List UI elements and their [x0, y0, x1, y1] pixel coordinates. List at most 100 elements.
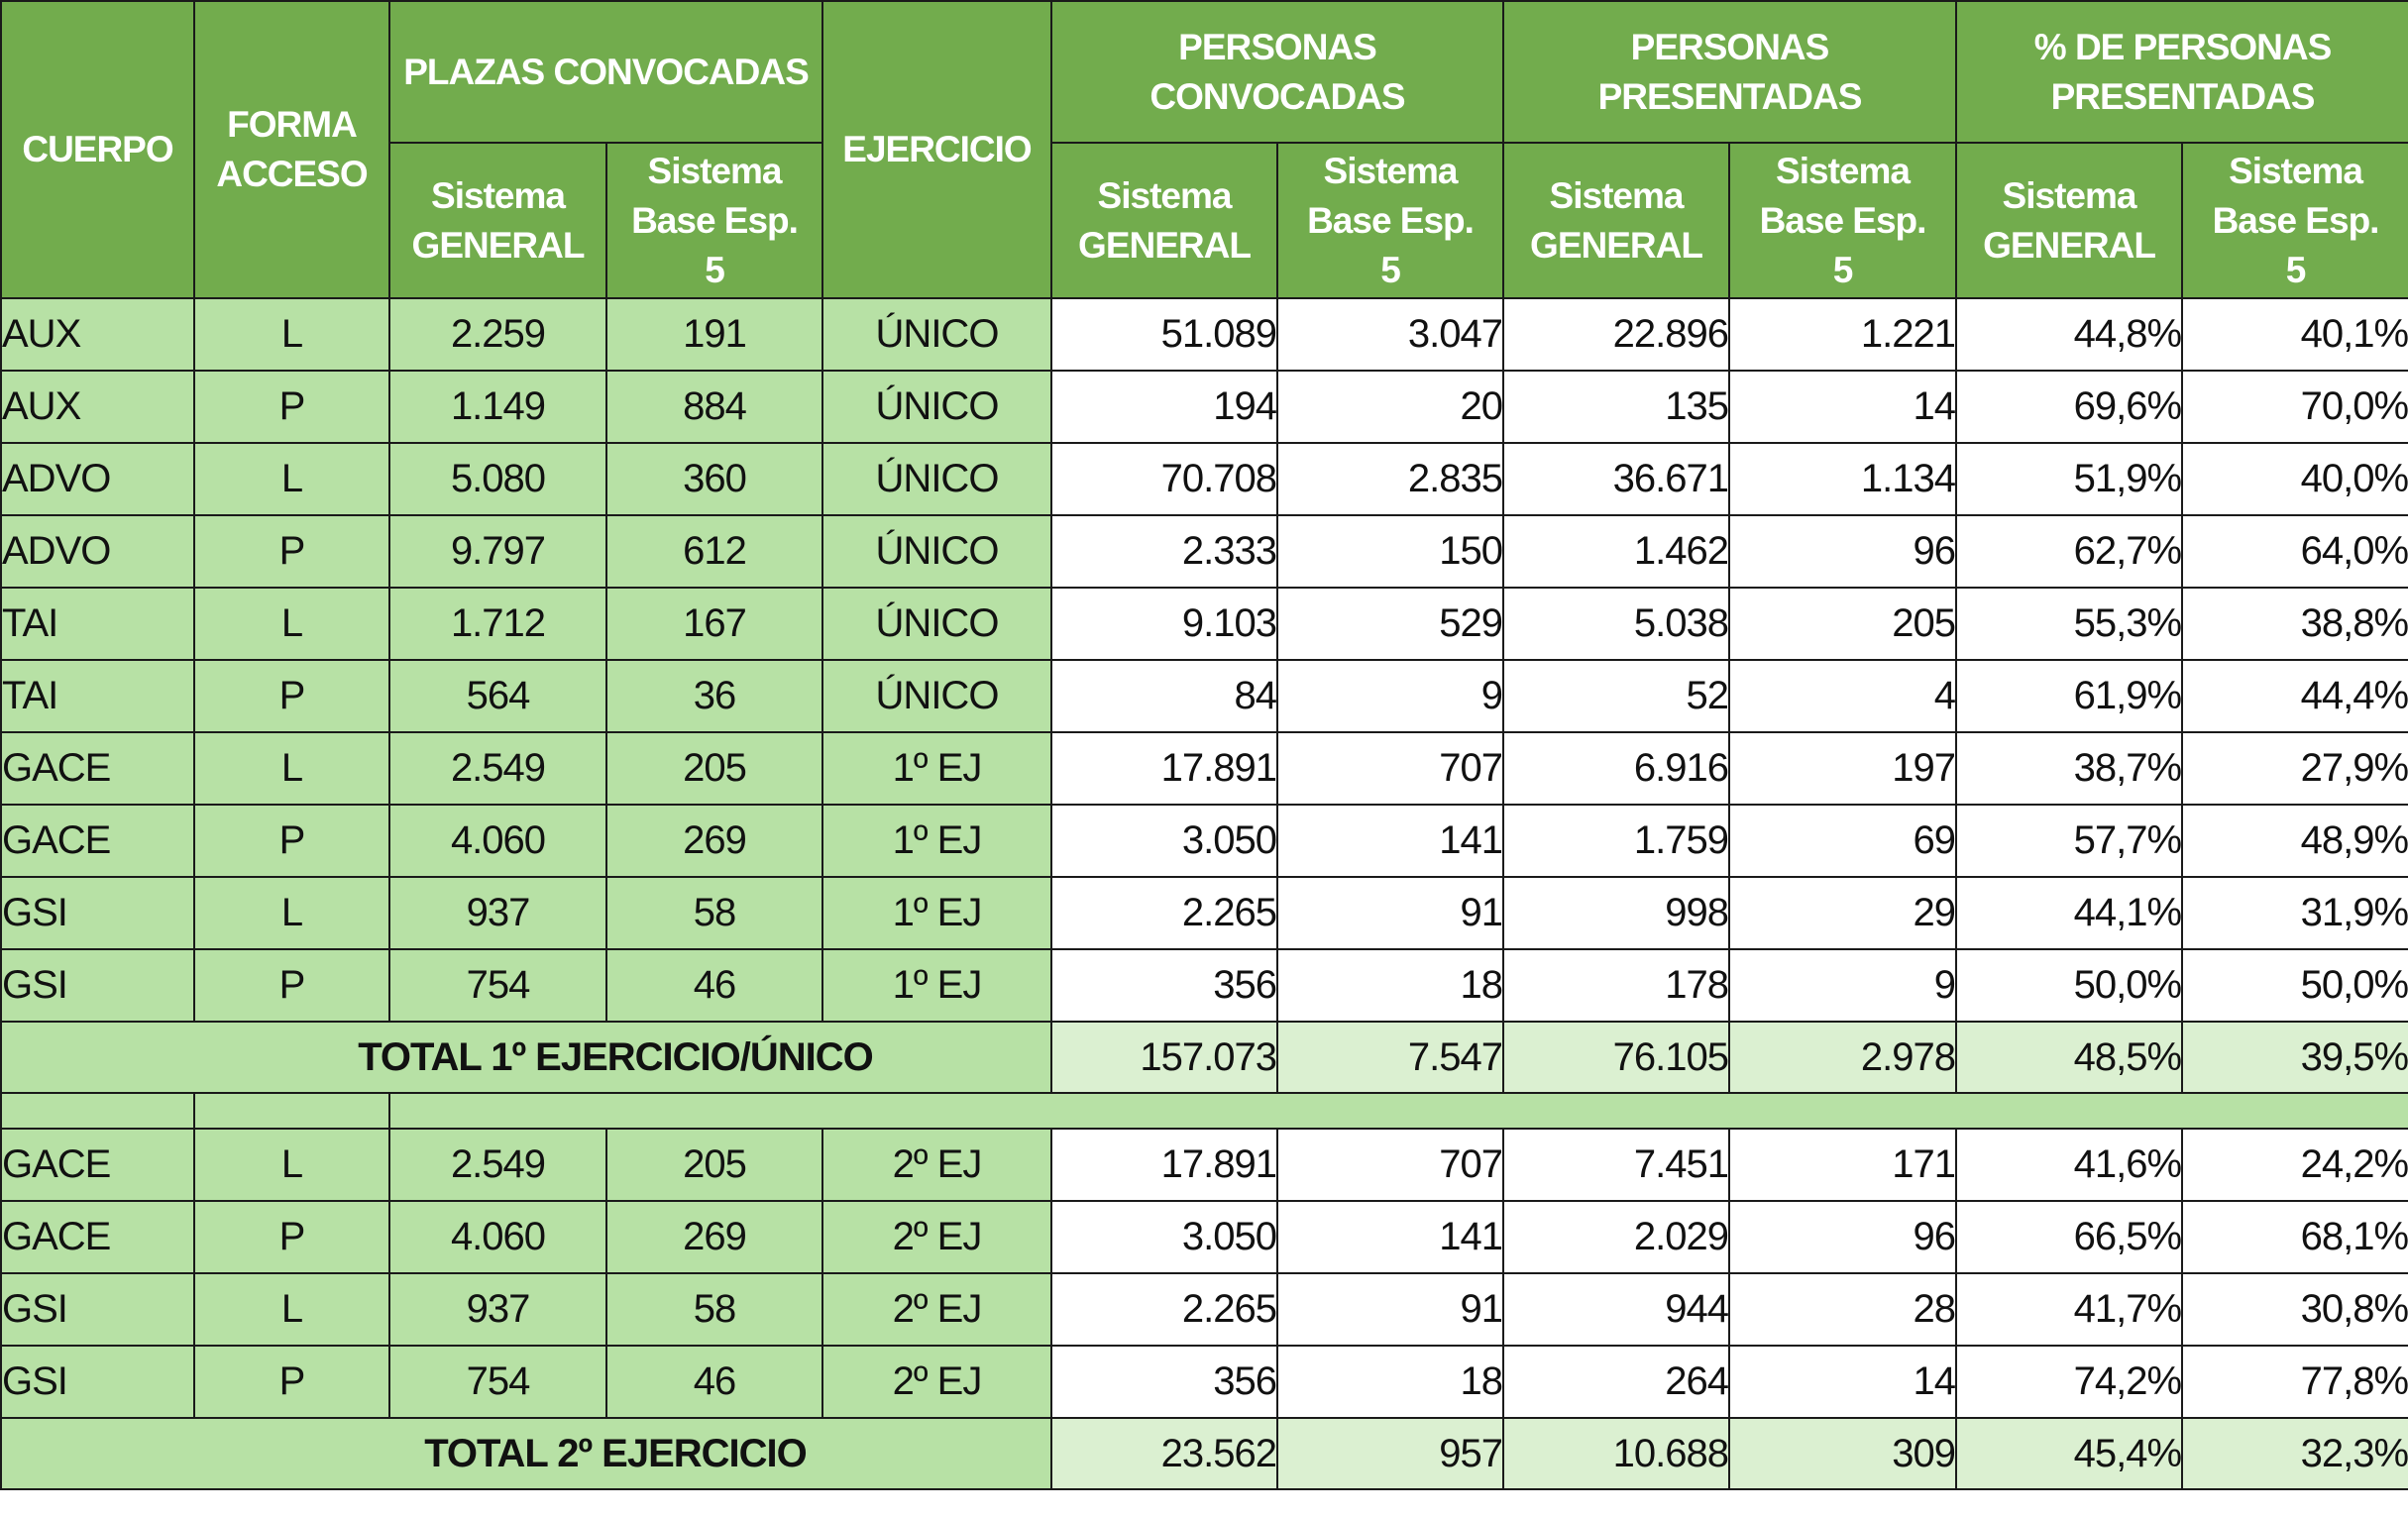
table-row: GACE P 4.060 269 1º EJ 3.050 141 1.759 69 57,7% 48…: [0, 804, 2408, 878]
header-forma-line1: FORMA: [227, 104, 358, 145]
sub-line: Base Esp.: [1307, 199, 1475, 241]
total-pp-base: 309: [1727, 1417, 1958, 1490]
total-row-1: TOTAL 1º EJERCICIO/ÚNICO 157.073 7.547 7…: [0, 1021, 2408, 1094]
cell-pp-base: 171: [1727, 1128, 1958, 1202]
cell-forma-acceso: P: [193, 948, 390, 1023]
sub-line: 5: [705, 249, 725, 290]
cell-ejercicio: ÚNICO: [821, 442, 1052, 516]
cell-pp-general: 944: [1502, 1272, 1730, 1347]
cell-ejercicio: ÚNICO: [821, 514, 1052, 589]
cell-plazas-general: 5.080: [388, 442, 607, 516]
cell-forma-acceso: P: [193, 1345, 390, 1419]
header-forma-acceso: FORMA ACCESO: [193, 0, 390, 299]
total-pct-base: 39,5%: [2181, 1021, 2408, 1094]
table-row: GACE L 2.549 205 1º EJ 17.891 707 6.916 197 38,7%…: [0, 731, 2408, 806]
subheader-pc-general: Sistema GENERAL: [1050, 142, 1278, 299]
cell-ejercicio: 1º EJ: [821, 731, 1052, 806]
header-pct-line2: PRESENTADAS: [2050, 75, 2316, 117]
cell-cuerpo: GACE: [0, 731, 195, 806]
table-row: AUX P 1.149 884 ÚNICO 194 20 135 14 69,6% 70,0%: [0, 370, 2408, 444]
cell-plazas-base: 205: [605, 731, 823, 806]
cell-pc-general: 194: [1050, 370, 1278, 444]
table-row: ADVO L 5.080 360 ÚNICO 70.708 2.835 36.671 1.134…: [0, 442, 2408, 516]
cell-pct-general: 44,1%: [1955, 876, 2184, 950]
cell-cuerpo: GACE: [0, 1128, 195, 1202]
total-pc-general: 157.073: [1050, 1021, 1278, 1094]
cell-pct-base: 30,8%: [2181, 1272, 2408, 1347]
cell-pct-general: 62,7%: [1955, 514, 2184, 589]
cell-pp-base: 1.134: [1727, 442, 1958, 516]
cell-pct-general: 61,9%: [1955, 659, 2184, 733]
cell-pp-base: 28: [1727, 1272, 1958, 1347]
cell-pct-base: 50,0%: [2181, 948, 2408, 1023]
subheader-pct-general: Sistema GENERAL: [1955, 142, 2184, 299]
cell-pc-general: 2.265: [1050, 876, 1278, 950]
cell-ejercicio: ÚNICO: [821, 297, 1052, 372]
cell-ejercicio: 1º EJ: [821, 948, 1052, 1023]
cell-ejercicio: 1º EJ: [821, 804, 1052, 878]
cell-pp-base: 29: [1727, 876, 1958, 950]
table-row: GACE P 4.060 269 2º EJ 3.050 141 2.029 96 66,5% 68…: [0, 1200, 2408, 1274]
cell-pct-base: 68,1%: [2181, 1200, 2408, 1274]
header-pct-personas-presentadas: % DE PERSONAS PRESENTADAS: [1955, 0, 2408, 144]
cell-pp-general: 52: [1502, 659, 1730, 733]
cell-cuerpo: ADVO: [0, 514, 195, 589]
cell-pct-general: 38,7%: [1955, 731, 2184, 806]
cell-cuerpo: GSI: [0, 1272, 195, 1347]
cell-pc-general: 84: [1050, 659, 1278, 733]
cell-pp-general: 178: [1502, 948, 1730, 1023]
spacer-cell: [193, 1092, 390, 1130]
cell-pp-general: 5.038: [1502, 587, 1730, 661]
sub-line: 5: [2285, 249, 2307, 290]
cell-pc-general: 17.891: [1050, 1128, 1278, 1202]
cell-plazas-base: 58: [605, 1272, 823, 1347]
subheader-pp-general: Sistema GENERAL: [1502, 142, 1730, 299]
header-personas-presentadas: PERSONAS PRESENTADAS: [1501, 0, 1958, 144]
cell-pct-general: 66,5%: [1955, 1200, 2184, 1274]
cell-forma-acceso: P: [193, 370, 390, 444]
cell-forma-acceso: P: [193, 804, 390, 878]
cell-plazas-base: 191: [605, 297, 823, 372]
total-pp-general: 76.105: [1502, 1021, 1730, 1094]
cell-pct-general: 50,0%: [1955, 948, 2184, 1023]
cell-pp-general: 135: [1502, 370, 1730, 444]
cell-ejercicio: 2º EJ: [821, 1128, 1052, 1202]
sub-line: Sistema: [647, 150, 783, 191]
sub-line: GENERAL: [411, 224, 586, 266]
sub-line: Sistema: [1776, 150, 1911, 191]
subheader-pp-base: Sistema Base Esp. 5: [1727, 142, 1958, 299]
cell-pc-general: 2.333: [1050, 514, 1278, 589]
header-pc-line1: PERSONAS: [1178, 26, 1377, 67]
table-row: AUX L 2.259 191 ÚNICO 51.089 3.047 22.896 1.221 4…: [0, 297, 2408, 372]
cell-ejercicio: ÚNICO: [821, 659, 1052, 733]
cell-ejercicio: 1º EJ: [821, 876, 1052, 950]
table-row: ADVO P 9.797 612 ÚNICO 2.333 150 1.462 96 62,7% 64…: [0, 514, 2408, 589]
cell-plazas-base: 46: [605, 948, 823, 1023]
section2-total: TOTAL 2º EJERCICIO 23.562 957 10.688 309…: [0, 1417, 2408, 1490]
table-row: GACE L 2.549 205 2º EJ 17.891 707 7.451 171 41,6%…: [0, 1128, 2408, 1202]
cell-pc-base: 2.835: [1276, 442, 1504, 516]
cell-pct-general: 41,7%: [1955, 1272, 2184, 1347]
cell-pp-base: 205: [1727, 587, 1958, 661]
cell-pc-general: 2.265: [1050, 1272, 1278, 1347]
cell-cuerpo: GSI: [0, 1345, 195, 1419]
spacer-cell: [0, 1092, 195, 1130]
cell-pct-general: 69,6%: [1955, 370, 2184, 444]
section1-total: TOTAL 1º EJERCICIO/ÚNICO 157.073 7.547 7…: [0, 1021, 2408, 1130]
total-pc-general: 23.562: [1050, 1417, 1278, 1490]
cell-cuerpo: GSI: [0, 876, 195, 950]
cell-pct-base: 70,0%: [2181, 370, 2408, 444]
header-ejercicio: EJERCICIO: [821, 0, 1052, 299]
header-pp-line1: PERSONAS: [1630, 26, 1830, 67]
cell-pp-base: 4: [1727, 659, 1958, 733]
cell-forma-acceso: L: [193, 1128, 390, 1202]
cell-plazas-base: 46: [605, 1345, 823, 1419]
sub-line: Sistema: [1549, 174, 1685, 216]
cell-pc-base: 91: [1276, 1272, 1504, 1347]
cell-pc-base: 707: [1276, 1128, 1504, 1202]
cell-plazas-general: 754: [388, 948, 607, 1023]
cell-pp-general: 22.896: [1502, 297, 1730, 372]
cell-pc-base: 9: [1276, 659, 1504, 733]
cell-pp-general: 998: [1502, 876, 1730, 950]
